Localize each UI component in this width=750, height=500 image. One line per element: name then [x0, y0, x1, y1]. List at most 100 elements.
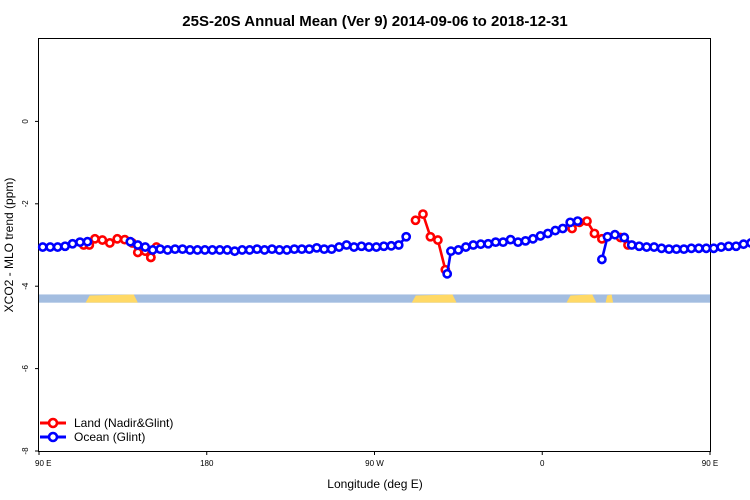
y-tick-label-0: 0 [21, 119, 30, 124]
legend-label-land: Land (Nadir&Glint) [74, 416, 173, 430]
data-point-1-4-12 [708, 243, 719, 254]
data-point-1-1-16 [244, 245, 255, 255]
x-tick-label-0: 90 E [35, 459, 51, 468]
data-point-1-4-3 [641, 242, 652, 252]
data-point-1-4-14 [723, 241, 734, 252]
data-point-1-1-21 [281, 245, 292, 255]
data-point-1-1-34 [378, 241, 389, 252]
data-point-1-1-33 [371, 242, 382, 252]
data-point-1-2-14 [542, 228, 553, 239]
data-point-1-2-4 [468, 240, 479, 250]
data-point-1-2-11 [520, 235, 531, 246]
data-point-0-0-4 [104, 238, 115, 248]
data-point-1-1-24 [304, 244, 315, 255]
series-layer [37, 209, 750, 279]
data-point-1-1-9 [192, 245, 203, 255]
data-point-0-3-3 [589, 228, 600, 239]
data-point-1-0-3 [60, 241, 70, 252]
data-point-0-2-3 [432, 235, 443, 245]
data-point-1-2-0 [442, 268, 453, 279]
data-point-0-2-1 [418, 209, 428, 219]
data-point-1-1-11 [207, 245, 218, 255]
data-point-1-2-5 [475, 239, 486, 250]
data-point-1-0-1 [45, 242, 56, 252]
data-point-1-1-0 [125, 236, 136, 247]
data-point-1-1-26 [319, 244, 330, 255]
data-point-1-1-14 [229, 246, 240, 257]
data-point-1-1-23 [296, 244, 307, 255]
x-tick-label-3: 0 [540, 459, 545, 468]
data-point-1-1-28 [334, 242, 344, 252]
y-tick-label-1: -2 [21, 200, 30, 208]
data-point-1-2-3 [460, 242, 471, 252]
chart-title: 25S-20S Annual Mean (Ver 9) 2014-09-06 t… [182, 13, 567, 30]
data-point-1-1-25 [311, 242, 322, 253]
data-point-1-1-32 [364, 242, 374, 252]
data-point-0-2-2 [425, 231, 436, 242]
data-point-1-1-3 [147, 245, 158, 255]
data-point-1-2-13 [535, 231, 546, 241]
data-point-1-4-0 [619, 232, 630, 243]
legend-item-land: Land (Nadir&Glint) [40, 416, 173, 430]
data-point-1-0-6 [82, 236, 93, 247]
legend-label-ocean: Ocean (Glint) [74, 430, 145, 444]
data-point-1-4-1 [626, 240, 637, 250]
data-point-1-2-1 [446, 246, 456, 257]
land-span-1 [411, 294, 457, 303]
legend-marker-ocean [47, 431, 59, 443]
data-point-1-2-17 [565, 217, 576, 228]
data-point-1-1-6 [170, 244, 180, 255]
data-point-1-1-35 [386, 240, 397, 251]
data-point-1-2-10 [513, 237, 523, 248]
legend-item-ocean: Ocean (Glint) [40, 430, 145, 444]
data-point-1-1-17 [252, 244, 262, 255]
data-point-1-1-5 [162, 245, 173, 255]
data-point-1-1-31 [356, 241, 367, 252]
data-point-1-4-13 [716, 242, 727, 252]
data-point-1-4-11 [701, 243, 712, 254]
y-tick-label-3: -6 [21, 364, 30, 372]
data-point-1-4-10 [693, 243, 704, 254]
data-point-0-3-2 [582, 216, 592, 227]
data-point-1-1-22 [289, 244, 300, 255]
data-point-1-0-5 [75, 237, 85, 248]
data-point-1-2-18 [572, 216, 583, 227]
data-point-1-1-36 [393, 240, 404, 250]
data-point-1-1-7 [177, 244, 188, 255]
data-point-1-1-29 [341, 240, 352, 250]
data-point-1-1-13 [222, 245, 233, 255]
data-point-1-2-12 [528, 233, 538, 244]
x-tick-label-2: 90 W [365, 459, 384, 468]
data-point-1-1-18 [259, 245, 270, 255]
data-point-1-1-8 [185, 245, 195, 255]
data-point-1-1-20 [274, 245, 285, 255]
data-point-1-1-10 [199, 245, 210, 255]
land-span-2 [566, 294, 597, 303]
data-point-0-0-2 [90, 233, 100, 244]
data-point-1-1-12 [214, 245, 225, 255]
data-point-1-2-6 [483, 238, 494, 249]
data-point-0-2-0 [410, 215, 421, 226]
data-point-1-4-6 [664, 244, 674, 255]
x-tick-label-1: 180 [200, 459, 214, 468]
data-point-0-0-5 [112, 233, 123, 244]
data-point-1-0-0 [37, 242, 48, 252]
y-axis: 0 -2 -4 -6 -8 [21, 119, 39, 455]
data-point-1-3-1 [602, 231, 613, 242]
data-point-1-1-4 [155, 244, 166, 255]
land-span-0 [85, 294, 138, 303]
data-point-1-0-2 [52, 242, 63, 252]
data-point-1-4-5 [656, 243, 667, 254]
series-ocean [37, 216, 750, 279]
data-point-1-2-2 [453, 245, 464, 255]
data-point-1-4-17 [746, 238, 750, 248]
data-point-1-4-7 [671, 244, 682, 255]
data-point-1-4-15 [731, 241, 741, 252]
data-point-1-1-15 [237, 245, 248, 255]
data-point-1-1-1 [132, 240, 143, 250]
land-span-3 [605, 294, 614, 303]
x-axis-label: Longitude (deg E) [327, 477, 422, 491]
data-point-1-2-9 [505, 234, 516, 245]
data-point-1-4-16 [738, 239, 749, 250]
